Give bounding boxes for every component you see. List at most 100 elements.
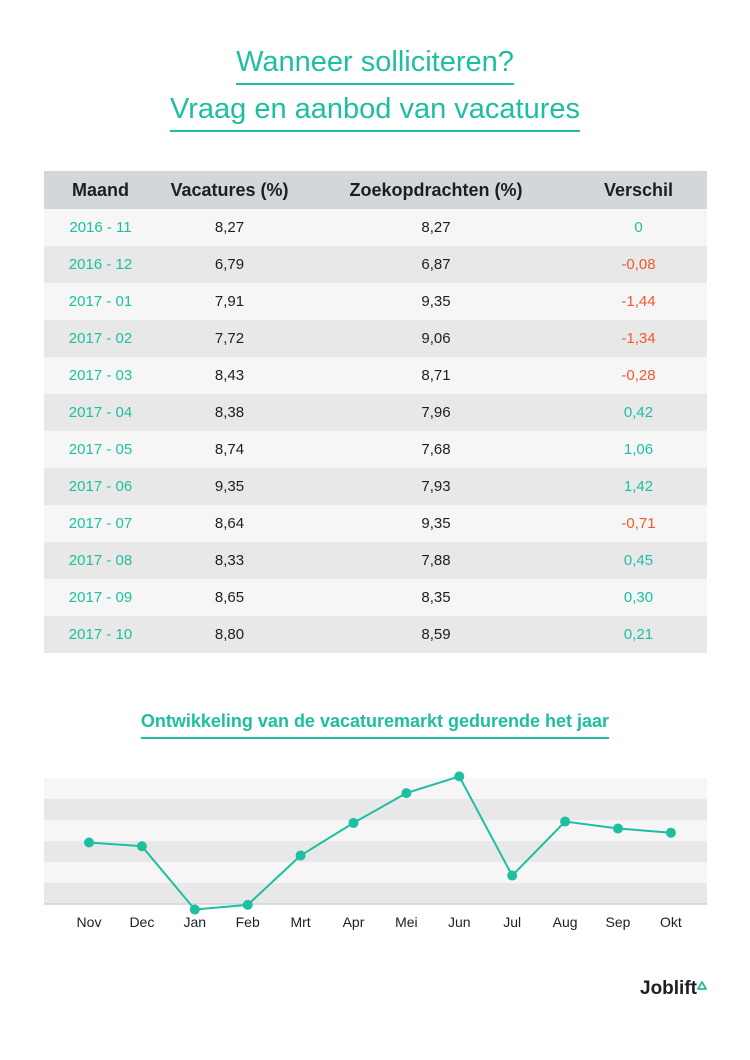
cell-vacatures: 8,43: [157, 357, 302, 394]
column-header-verschil: Verschil: [570, 171, 707, 209]
data-point-dec: [136, 841, 147, 852]
cell-zoekopdrachten: 7,96: [302, 394, 570, 431]
chart-title: Ontwikkeling van de vacaturemarkt gedure…: [140, 711, 610, 739]
x-tick-label: Dec: [129, 914, 154, 930]
cell-verschil: 0,30: [570, 579, 707, 616]
cell-vacatures: 8,65: [157, 579, 302, 616]
table-header-row: Maand Vacatures (%) Zoekopdrachten (%) V…: [44, 171, 707, 209]
cell-zoekopdrachten: 7,93: [302, 468, 570, 505]
x-axis-tick-labels: Nov Dec Jan Feb Mrt Apr Mei Jun Jul Aug Sep Okt: [77, 914, 682, 930]
cell-vacatures: 8,27: [157, 209, 302, 246]
cell-zoekopdrachten: 6,87: [302, 246, 570, 283]
x-tick-label: Jan: [184, 914, 207, 930]
cell-maand: 2016 - 11: [44, 209, 157, 246]
chart-background-bands: [44, 778, 707, 904]
data-point-feb: [242, 899, 253, 910]
data-point-mei: [401, 788, 412, 799]
x-tick-label: Okt: [660, 914, 682, 930]
cell-zoekopdrachten: 8,71: [302, 357, 570, 394]
title-line-2: Vraag en aanbod van vacatures: [169, 95, 581, 132]
data-point-mrt: [295, 850, 306, 861]
data-point-okt: [665, 827, 676, 838]
x-tick-label: Mrt: [290, 914, 310, 930]
table-row: 2017 - 10 8,80 8,59 0,21: [44, 616, 707, 653]
cell-maand: 2017 - 04: [44, 394, 157, 431]
table-row: 2017 - 05 8,74 7,68 1,06: [44, 431, 707, 468]
cell-vacatures: 8,33: [157, 542, 302, 579]
table-row: 2017 - 06 9,35 7,93 1,42: [44, 468, 707, 505]
column-header-maand: Maand: [44, 171, 157, 209]
cell-vacatures: 8,80: [157, 616, 302, 653]
cell-maand: 2017 - 02: [44, 320, 157, 357]
grid-band: [44, 778, 707, 799]
cell-verschil: -0,28: [570, 357, 707, 394]
cell-vacatures: 8,74: [157, 431, 302, 468]
cell-maand: 2017 - 08: [44, 542, 157, 579]
grid-band: [44, 883, 707, 904]
table-row: 2016 - 12 6,79 6,87 -0,08: [44, 246, 707, 283]
column-header-zoekopdrachten: Zoekopdrachten (%): [302, 171, 570, 209]
vacancy-table: Maand Vacatures (%) Zoekopdrachten (%) V…: [44, 171, 707, 653]
cell-zoekopdrachten: 9,35: [302, 283, 570, 320]
table-row: 2016 - 11 8,27 8,27 0: [44, 209, 707, 246]
cell-maand: 2017 - 05: [44, 431, 157, 468]
cell-verschil: 0,42: [570, 394, 707, 431]
cell-maand: 2017 - 03: [44, 357, 157, 394]
cell-vacatures: 8,64: [157, 505, 302, 542]
cell-verschil: 1,42: [570, 468, 707, 505]
data-point-jan: [189, 904, 200, 915]
cell-verschil: 1,06: [570, 431, 707, 468]
cell-zoekopdrachten: 9,06: [302, 320, 570, 357]
x-tick-label: Feb: [236, 914, 260, 930]
table-row: 2017 - 09 8,65 8,35 0,30: [44, 579, 707, 616]
table-row: 2017 - 04 8,38 7,96 0,42: [44, 394, 707, 431]
cell-verschil: 0,45: [570, 542, 707, 579]
cell-zoekopdrachten: 8,27: [302, 209, 570, 246]
cell-vacatures: 7,91: [157, 283, 302, 320]
line-chart: Nov Dec Jan Feb Mrt Apr Mei Jun Jul Aug Sep Okt: [44, 771, 707, 930]
data-point-jun: [454, 771, 465, 782]
table-row: 2017 - 03 8,43 8,71 -0,28: [44, 357, 707, 394]
data-point-apr: [348, 817, 359, 828]
data-point-aug: [560, 816, 571, 827]
x-tick-label: Mei: [395, 914, 418, 930]
cell-maand: 2016 - 12: [44, 246, 157, 283]
cell-maand: 2017 - 01: [44, 283, 157, 320]
x-tick-label: Nov: [77, 914, 102, 930]
cell-maand: 2017 - 06: [44, 468, 157, 505]
data-point-jul: [507, 870, 518, 881]
cell-vacatures: 8,38: [157, 394, 302, 431]
page-title: Wanneer solliciteren? Vraag en aanbod va…: [0, 48, 750, 132]
cell-vacatures: 9,35: [157, 468, 302, 505]
cell-zoekopdrachten: 8,59: [302, 616, 570, 653]
column-header-vacatures: Vacatures (%): [157, 171, 302, 209]
cell-zoekopdrachten: 8,35: [302, 579, 570, 616]
cell-verschil: -1,34: [570, 320, 707, 357]
table-row: 2017 - 02 7,72 9,06 -1,34: [44, 320, 707, 357]
chart-title-wrap: Ontwikkeling van de vacaturemarkt gedure…: [0, 711, 750, 739]
table-row: 2017 - 07 8,64 9,35 -0,71: [44, 505, 707, 542]
brand-logo-icon: [697, 981, 707, 990]
x-tick-label: Aug: [553, 914, 578, 930]
cell-verschil: -0,71: [570, 505, 707, 542]
cell-zoekopdrachten: 7,88: [302, 542, 570, 579]
x-tick-label: Apr: [343, 914, 365, 930]
brand-logo-text: Joblift: [640, 978, 697, 999]
cell-verschil: -0,08: [570, 246, 707, 283]
grid-band: [44, 862, 707, 883]
cell-maand: 2017 - 09: [44, 579, 157, 616]
x-tick-label: Jun: [448, 914, 471, 930]
grid-band: [44, 820, 707, 841]
cell-verschil: 0,21: [570, 616, 707, 653]
data-point-sep: [613, 823, 623, 834]
x-tick-label: Sep: [606, 914, 631, 930]
chart-points: [84, 771, 676, 915]
table-body: 2016 - 11 8,27 8,27 0 2016 - 12 6,79 6,87 -0,08…: [44, 209, 707, 653]
cell-vacatures: 6,79: [157, 246, 302, 283]
cell-maand: 2017 - 07: [44, 505, 157, 542]
x-tick-label: Jul: [503, 914, 521, 930]
cell-vacatures: 7,72: [157, 320, 302, 357]
title-line-1: Wanneer solliciteren?: [236, 48, 514, 85]
series-line: [88, 775, 671, 911]
table-row: 2017 - 01 7,91 9,35 -1,44: [44, 283, 707, 320]
